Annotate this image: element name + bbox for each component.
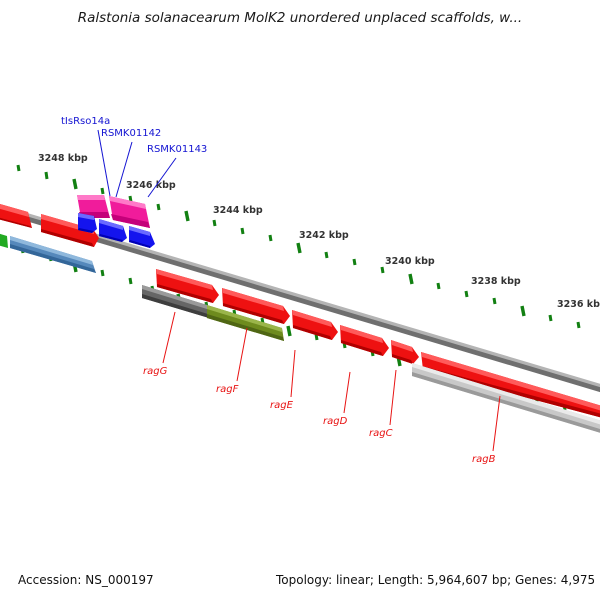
leader-line-ragD <box>343 371 351 414</box>
scale-label: 3244 kbp <box>213 205 263 216</box>
feature-group-rag-genes <box>156 269 600 421</box>
scale-label: 3236 kbp <box>557 299 600 310</box>
feature-group-blue <box>78 213 155 248</box>
bar-gray-light[interactable] <box>412 363 600 437</box>
feature-label-ragG[interactable]: ragG <box>143 366 168 377</box>
leader-line-ragE <box>290 349 296 398</box>
sequence-stats-text: Topology: linear; Length: 5,964,607 bp; … <box>275 573 595 587</box>
leader-line-ragF <box>236 327 248 382</box>
gene-ragB[interactable] <box>421 352 600 421</box>
feature-label-RSMK01143[interactable]: RSMK01143 <box>147 144 207 155</box>
scale-label: 3238 kbp <box>471 276 521 287</box>
gene-red-left-1[interactable] <box>0 200 32 228</box>
leader-line-RSMK01142 <box>115 141 133 198</box>
scale-label: 3242 kbp <box>299 230 349 241</box>
gene-ragD[interactable] <box>340 325 389 356</box>
page-title: Ralstonia solanacearum MolK2 unordered u… <box>78 10 522 26</box>
red-annotations: ragG ragF ragE ragD ragC ragB <box>143 311 501 465</box>
feature-group-lower-bars <box>142 285 600 437</box>
gene-ragG[interactable] <box>156 269 219 303</box>
gene-blue-1[interactable] <box>78 213 97 233</box>
gene-magenta-2[interactable] <box>109 196 150 228</box>
gene-ragE[interactable] <box>292 310 338 340</box>
leader-line-RSMK01143 <box>147 157 177 198</box>
feature-label-tIsRso14a[interactable]: tIsRso14a <box>61 116 110 127</box>
scale-labels: 3248 kbp 3246 kbp 3244 kbp 3242 kbp 3240… <box>38 153 600 310</box>
feature-label-ragD[interactable]: ragD <box>323 416 348 427</box>
feature-group-magenta <box>77 195 150 228</box>
gene-ragC[interactable] <box>391 340 419 364</box>
leader-line-ragC <box>389 369 397 426</box>
leader-line-ragB <box>492 395 501 452</box>
gene-steelblue-bar[interactable] <box>10 236 96 273</box>
leader-line-tIsRso14a <box>97 129 111 197</box>
bar-olive[interactable] <box>207 305 284 341</box>
feature-label-RSMK01142[interactable]: RSMK01142 <box>101 128 161 139</box>
bar-gray-dark[interactable] <box>142 285 209 318</box>
gene-green-stub[interactable] <box>0 232 8 248</box>
leader-line-ragG <box>162 311 176 364</box>
ruler-ticks-upper <box>16 164 581 329</box>
scale-label: 3248 kbp <box>38 153 88 164</box>
blue-annotations: tIsRso14a RSMK01142 RSMK01143 <box>61 116 207 198</box>
feature-label-ragE[interactable]: ragE <box>270 400 294 411</box>
feature-label-ragC[interactable]: ragC <box>369 428 393 439</box>
gene-magenta-1[interactable] <box>77 195 110 218</box>
scale-label: 3240 kbp <box>385 256 435 267</box>
feature-label-ragF[interactable]: ragF <box>216 384 239 395</box>
gene-blue-2[interactable] <box>99 219 127 242</box>
gene-blue-3[interactable] <box>129 226 155 248</box>
gene-ragF[interactable] <box>222 288 290 324</box>
feature-label-ragB[interactable]: ragB <box>472 454 496 465</box>
scale-label: 3246 kbp <box>126 180 176 191</box>
feature-group-left <box>0 200 99 273</box>
accession-text: Accession: NS_000197 <box>18 573 154 587</box>
